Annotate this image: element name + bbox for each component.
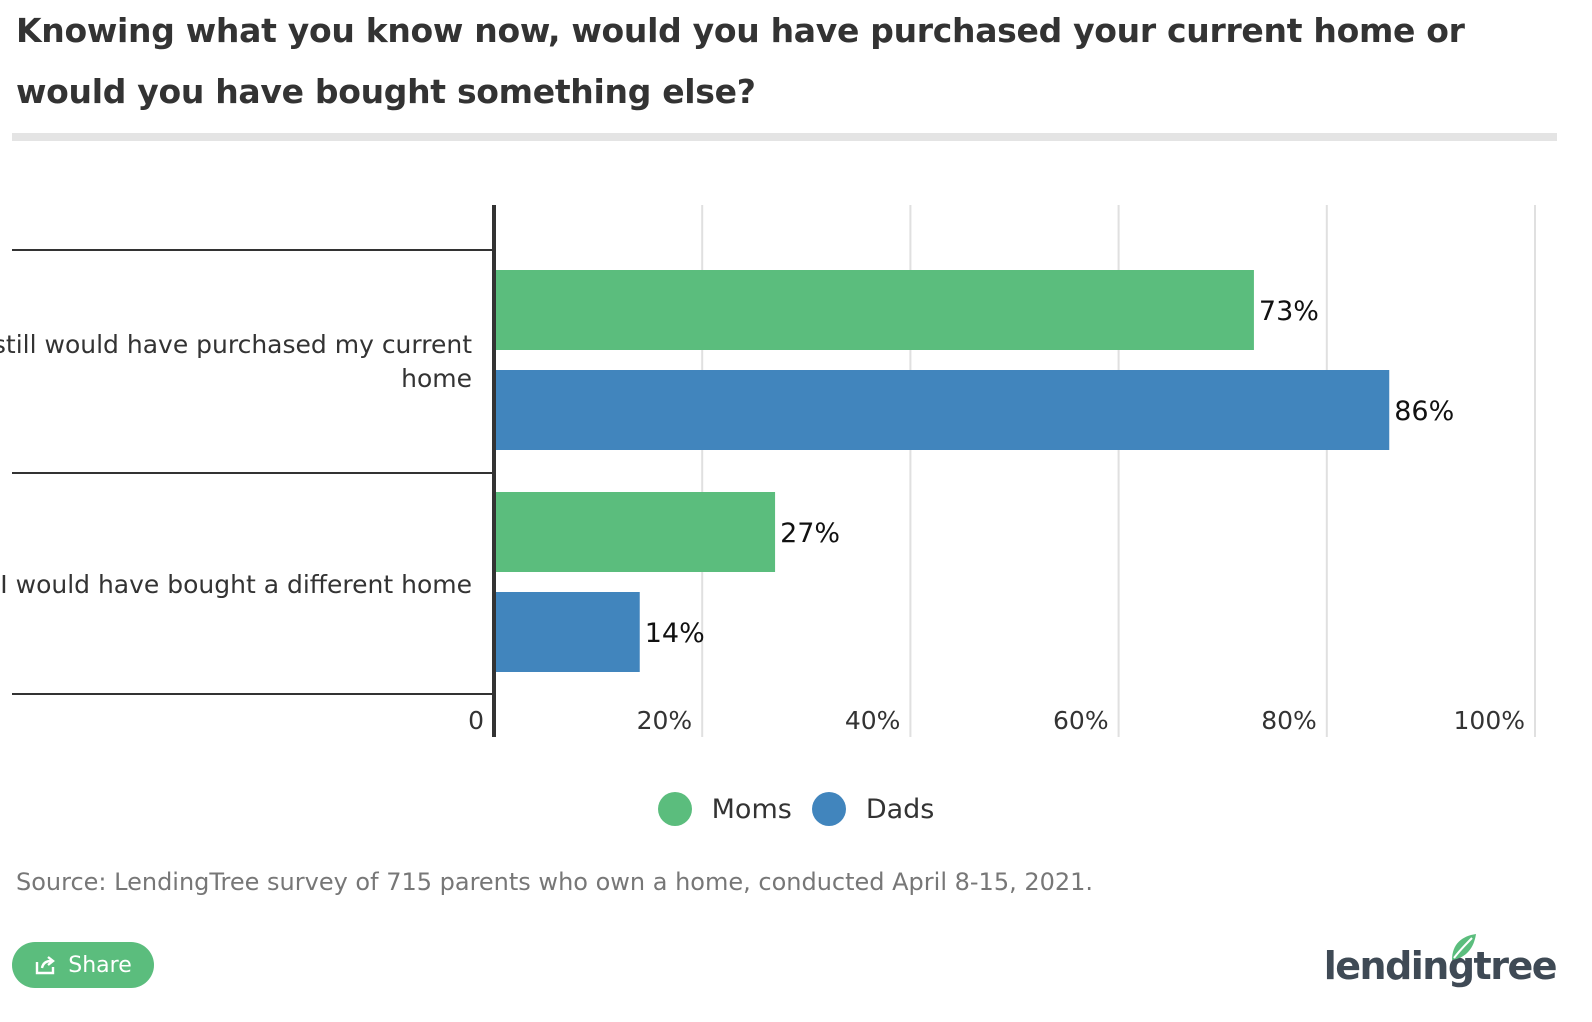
share-icon xyxy=(36,956,56,975)
bar-dads-1 xyxy=(496,592,640,672)
x-tick-label-40: 40% xyxy=(845,706,901,735)
x-tick-label-80: 80% xyxy=(1261,706,1317,735)
x-tick-label-100: 100% xyxy=(1454,706,1525,735)
x-tick-label-60: 60% xyxy=(1053,706,1109,735)
legend: Moms Dads xyxy=(0,786,1592,832)
chart-title: Knowing what you know now, would you hav… xyxy=(16,11,1465,111)
legend-label-dads: Dads xyxy=(865,793,935,825)
share-button[interactable]: Share xyxy=(12,942,154,988)
legend-item-moms[interactable]: Moms xyxy=(657,792,792,826)
x-tick-label-20: 20% xyxy=(637,706,693,735)
legend-swatch-moms xyxy=(657,792,692,826)
category-label-0: I still would have purchased my current h… xyxy=(0,330,472,393)
logo-wordmark: lendingtree xyxy=(1323,944,1558,988)
lendingtree-leaf-icon xyxy=(1452,934,1476,960)
data-label-dads-0: 86% xyxy=(1394,396,1454,427)
bar-chart: 73% 86% 27% 14% I still would have purchased… xyxy=(0,205,1536,737)
bar-dads-0 xyxy=(496,370,1390,450)
x-tick-label-0: 0 xyxy=(468,706,484,735)
bar-moms-0 xyxy=(496,270,1254,350)
legend-swatch-dads xyxy=(811,792,846,826)
data-label-moms-0: 73% xyxy=(1259,296,1319,327)
share-label: Share xyxy=(68,952,132,978)
source-note: Source: LendingTree survey of 715 parent… xyxy=(16,868,1094,896)
bar-moms-1 xyxy=(496,492,776,572)
data-label-dads-1: 14% xyxy=(645,618,705,649)
data-label-moms-1: 27% xyxy=(780,518,840,549)
title-divider xyxy=(12,133,1557,141)
legend-label-moms: Moms xyxy=(711,793,792,825)
category-label-1: I would have bought a different home xyxy=(0,570,472,599)
lendingtree-logo[interactable]: lendingtree xyxy=(1323,934,1558,998)
legend-item-dads[interactable]: Dads xyxy=(811,792,935,826)
